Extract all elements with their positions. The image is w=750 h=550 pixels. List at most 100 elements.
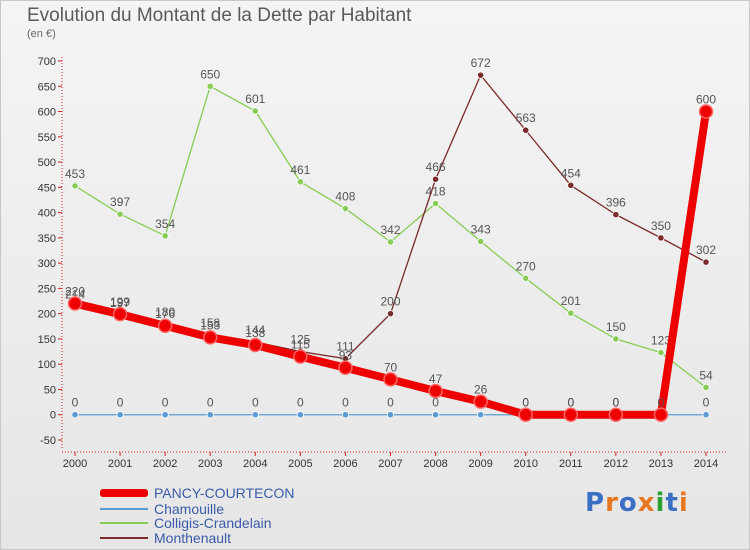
data-label: 150 xyxy=(606,320,626,334)
x-tick-label: 2013 xyxy=(649,458,673,470)
data-label: 0 xyxy=(522,396,529,410)
x-tick-label: 2009 xyxy=(468,458,492,470)
data-label: 214 xyxy=(65,288,85,302)
data-point xyxy=(161,232,169,240)
data-point xyxy=(296,411,304,419)
logo-letter: P xyxy=(585,488,606,518)
data-point xyxy=(567,181,575,189)
legend-swatch-chamouille xyxy=(100,508,148,510)
data-point xyxy=(563,407,579,422)
data-label: 343 xyxy=(471,222,491,236)
data-point xyxy=(112,306,128,322)
data-label: 144 xyxy=(245,323,265,337)
data-point xyxy=(251,411,259,419)
legend-swatch-colligis-crandelain xyxy=(100,522,148,524)
legend-label-pancy-courtecon: PANCY-COURTECON xyxy=(154,485,295,501)
logo-letter: o xyxy=(618,488,638,518)
y-tick-label: 400 xyxy=(38,208,56,220)
data-label: 115 xyxy=(291,338,310,352)
data-label: 47 xyxy=(429,372,443,386)
data-label: 397 xyxy=(110,195,130,209)
data-point xyxy=(206,411,214,419)
data-label: 153 xyxy=(200,318,220,332)
y-tick-label: 650 xyxy=(38,81,56,93)
chart-subtitle: (en €) xyxy=(27,28,56,40)
data-point xyxy=(608,407,624,422)
x-tick-label: 2002 xyxy=(153,458,177,470)
data-point xyxy=(341,204,350,213)
data-point xyxy=(612,211,620,219)
data-point xyxy=(157,318,173,334)
data-label: 0 xyxy=(567,396,574,410)
logo-letter: x xyxy=(637,488,656,518)
legend-item-pancy-courtecon: PANCY-COURTECON xyxy=(100,486,295,500)
data-label: 111 xyxy=(336,340,355,354)
data-label: 93 xyxy=(339,349,353,363)
x-tick-label: 2004 xyxy=(243,458,267,470)
data-point xyxy=(428,383,443,399)
data-label: 0 xyxy=(522,396,529,410)
data-label: 396 xyxy=(606,196,626,210)
y-tick-label: 450 xyxy=(38,182,56,194)
legend-item-colligis-crandelain: Colligis-Crandelain xyxy=(100,516,272,530)
data-label: 0 xyxy=(297,396,304,410)
logo-letter: r xyxy=(605,488,619,518)
data-label: 54 xyxy=(699,368,713,382)
data-label: 0 xyxy=(162,396,169,410)
logo-letter: i xyxy=(655,488,666,518)
data-point xyxy=(293,349,308,364)
data-point xyxy=(477,411,485,419)
y-tick-label: 600 xyxy=(38,107,56,119)
data-point xyxy=(338,360,353,375)
data-label: 461 xyxy=(290,163,310,177)
x-tick-label: 2012 xyxy=(604,458,628,470)
data-label: 466 xyxy=(426,160,446,174)
x-tick-label: 2014 xyxy=(694,458,718,470)
data-label: 418 xyxy=(426,185,446,199)
data-point xyxy=(612,335,620,343)
data-point xyxy=(653,407,669,422)
legend-item-chamouille: Chamouille xyxy=(100,502,224,516)
data-point xyxy=(702,411,710,419)
data-label: 199 xyxy=(110,295,130,309)
data-point xyxy=(473,394,488,409)
y-tick-label: 0 xyxy=(50,410,56,422)
data-point xyxy=(296,178,304,186)
data-label: 197 xyxy=(110,296,130,310)
data-point xyxy=(71,182,79,190)
data-label: 0 xyxy=(432,396,439,410)
data-label: 200 xyxy=(380,295,400,309)
data-label: 0 xyxy=(252,396,259,410)
data-point xyxy=(431,199,440,208)
data-point xyxy=(477,71,485,79)
data-point xyxy=(248,337,263,353)
y-tick-label: 350 xyxy=(38,233,56,245)
data-label: 302 xyxy=(696,243,716,257)
data-point xyxy=(67,296,83,311)
data-point xyxy=(567,309,575,317)
data-label: 342 xyxy=(380,223,400,237)
x-tick-label: 2008 xyxy=(423,458,447,470)
data-label: 0 xyxy=(117,396,124,410)
y-tick-label: 100 xyxy=(38,359,56,371)
legend-label-monthenault: Monthenault xyxy=(154,530,232,546)
data-point xyxy=(386,310,395,318)
legend-swatch-monthenault xyxy=(100,537,148,539)
legend-swatch-pancy-courtecon xyxy=(100,489,148,497)
data-label: 270 xyxy=(516,259,536,273)
data-point xyxy=(206,82,214,90)
data-point xyxy=(386,238,395,246)
data-label: 70 xyxy=(384,360,398,374)
x-tick-label: 2010 xyxy=(513,458,537,470)
y-tick-label: 300 xyxy=(38,258,56,270)
data-label: 0 xyxy=(342,396,349,410)
data-label: 176 xyxy=(155,307,175,321)
y-tick-label: 50 xyxy=(44,384,56,396)
legend-label-chamouille: Chamouille xyxy=(154,501,225,517)
data-label: 563 xyxy=(516,111,536,125)
data-point xyxy=(71,411,79,419)
data-label: 408 xyxy=(335,190,355,204)
data-label: 350 xyxy=(651,219,671,233)
data-point xyxy=(431,175,440,183)
